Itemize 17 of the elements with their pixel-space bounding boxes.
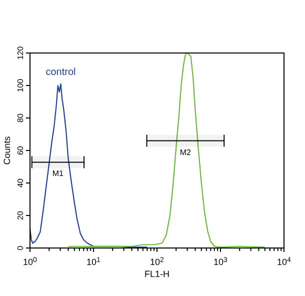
y-axis-title: Counts: [2, 136, 12, 165]
x-tick-label: 10$^{3}$: [214, 256, 228, 267]
x-tick-label: 10$^{1}$: [86, 256, 101, 267]
band-label: M2: [180, 148, 192, 157]
y-tick-label: 100: [16, 78, 25, 92]
x-axis-title: FL1-H: [144, 269, 170, 279]
x-tick-label: 10$^{0}$: [23, 256, 38, 267]
band-label: M1: [52, 169, 64, 178]
y-tick-label: 80: [16, 113, 25, 122]
x-tick-label: 10$^{2}$: [150, 256, 164, 267]
x-tick-label: 10$^{4}$: [277, 256, 292, 267]
y-tick-label: 60: [16, 146, 25, 155]
y-tick-label: 0: [16, 245, 25, 250]
series-label: control: [46, 66, 76, 78]
y-tick-label: 40: [16, 178, 25, 188]
y-tick-label: 20: [16, 210, 25, 220]
y-tick-label: 120: [16, 46, 25, 60]
